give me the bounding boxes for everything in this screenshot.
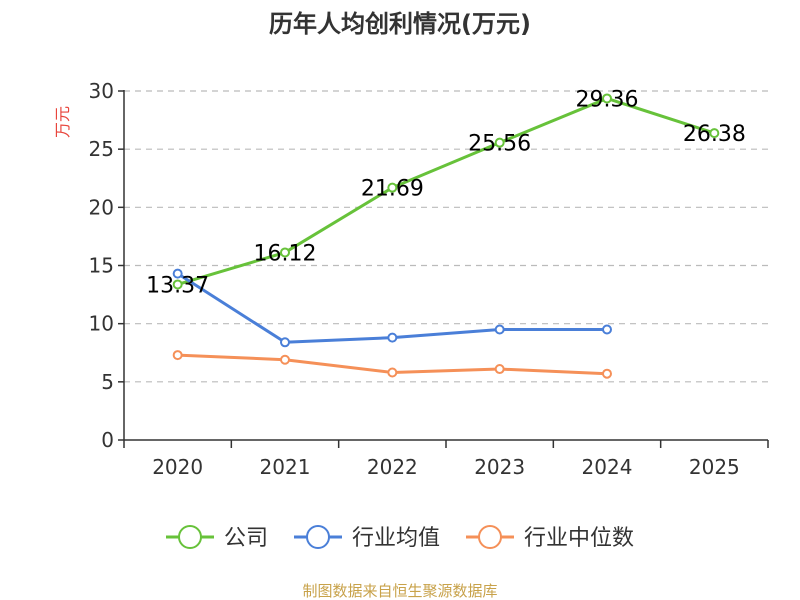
x-tick-label: 2023 bbox=[474, 455, 525, 479]
legend-label: 行业中位数 bbox=[524, 526, 634, 551]
data-point bbox=[494, 364, 505, 375]
y-axis-label: 万元 bbox=[53, 106, 72, 138]
data-point bbox=[172, 268, 183, 279]
legend: 公司 行业均值 行业中位数 bbox=[166, 525, 634, 551]
legend-item-3: 行业中位数 bbox=[466, 525, 634, 551]
data-labels: 13.37 16.12 21.69 25.56 29.36 26.38 bbox=[146, 87, 746, 298]
data-point bbox=[280, 247, 290, 258]
legend-marker bbox=[178, 525, 202, 549]
series-2 bbox=[172, 268, 612, 348]
data-label: 25.56 bbox=[468, 132, 531, 157]
data-point bbox=[172, 350, 183, 361]
data-point bbox=[709, 128, 720, 139]
grid-lines bbox=[124, 90, 768, 383]
y-tick-label: 15 bbox=[89, 254, 114, 278]
data-label: 29.36 bbox=[576, 87, 639, 112]
data-point bbox=[494, 324, 505, 335]
series-1 bbox=[172, 93, 720, 290]
data-label: 26.38 bbox=[683, 122, 746, 147]
data-label: 21.69 bbox=[361, 177, 424, 202]
x-tick-label: 2020 bbox=[152, 455, 203, 479]
y-tick-label: 30 bbox=[89, 79, 114, 103]
legend-item-2: 行业均值 bbox=[294, 525, 440, 551]
x-tick-label: 2025 bbox=[689, 455, 740, 479]
y-tick-label: 20 bbox=[89, 195, 114, 219]
y-tick-label: 10 bbox=[89, 312, 114, 336]
series-line bbox=[176, 272, 607, 344]
x-tick-label: 2022 bbox=[367, 455, 418, 479]
legend-label: 行业均值 bbox=[352, 526, 440, 551]
data-point bbox=[602, 368, 612, 379]
data-label: 13.37 bbox=[146, 273, 209, 298]
data-point bbox=[602, 93, 612, 104]
x-tick-label: 2021 bbox=[260, 455, 311, 479]
footer-source: 制图数据来自恒生聚源数据库 bbox=[302, 582, 497, 600]
legend-marker bbox=[306, 525, 330, 549]
data-point bbox=[280, 354, 290, 365]
data-point bbox=[602, 324, 612, 335]
legend-marker bbox=[478, 525, 502, 549]
series-3 bbox=[172, 350, 612, 379]
y-tick-label: 25 bbox=[89, 137, 114, 161]
legend-label: 公司 bbox=[224, 526, 268, 551]
y-tick-label: 0 bbox=[101, 428, 114, 452]
data-point bbox=[387, 332, 398, 343]
data-point bbox=[387, 182, 398, 193]
series-line bbox=[177, 96, 715, 286]
x-tick-label: 2024 bbox=[582, 455, 633, 479]
data-point bbox=[280, 337, 290, 348]
y-tick-label: 5 bbox=[101, 370, 114, 394]
data-point bbox=[387, 367, 398, 378]
data-point bbox=[172, 279, 183, 290]
chart-title: 历年人均创利情况(万元) bbox=[269, 10, 531, 38]
series-lines bbox=[172, 93, 720, 379]
legend-item-1: 公司 bbox=[166, 525, 268, 551]
data-label: 16.12 bbox=[254, 241, 317, 266]
data-point bbox=[494, 137, 505, 148]
